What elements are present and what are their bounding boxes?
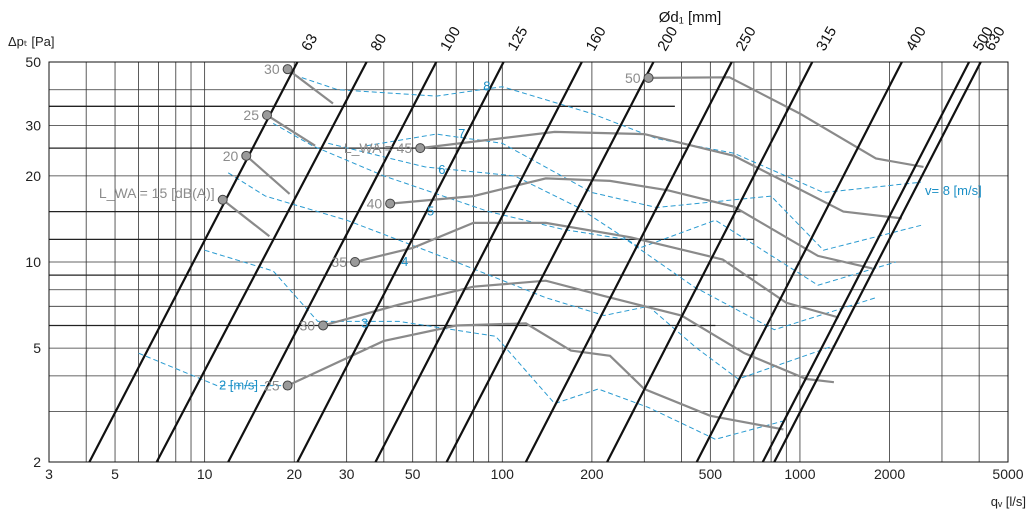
noise-value-label: 30 [264, 61, 280, 77]
noise-curve [354, 221, 839, 319]
noise-marker [282, 64, 293, 75]
noise-curve [390, 177, 873, 270]
diameter-line [445, 61, 655, 463]
diameter-line [155, 61, 368, 463]
noise-value-label: 35 [331, 254, 347, 270]
y-tick-label: 30 [25, 117, 41, 133]
y-tick-label: 2 [33, 454, 41, 470]
diameter-label: 200 [654, 24, 681, 54]
x-tick-label: 30 [339, 466, 355, 482]
noise-marker [262, 110, 273, 121]
velocity-label: 8 [483, 79, 490, 94]
x-tick-label: 2000 [874, 466, 905, 482]
x-tick-label: 200 [580, 466, 604, 482]
noise-curve [286, 68, 334, 105]
diameter-line [88, 61, 299, 463]
diameter-line [296, 61, 505, 463]
diameter-line [374, 61, 583, 463]
x-tick-label: 3 [45, 466, 53, 482]
velocity-unit-label: v= 8 [m/s] [925, 183, 982, 198]
noise-curve [266, 114, 316, 147]
velocity-lines [138, 74, 924, 440]
noise-curve [420, 130, 903, 220]
noise-value-label: 40 [367, 196, 383, 212]
y-axis-label: Δpₜ [Pa] [8, 34, 54, 49]
noise-curve [245, 154, 291, 195]
diameter-label: 250 [732, 24, 759, 54]
noise-curve [222, 198, 271, 238]
noise-curve [648, 76, 924, 168]
noise-marker [385, 198, 396, 209]
x-tick-label: 10 [197, 466, 213, 482]
noise-value-label: 50 [625, 70, 641, 86]
velocity-label: 7 [458, 126, 465, 141]
diameter-label: 63 [298, 31, 321, 54]
velocity-line [227, 172, 835, 380]
y-tick-label: 10 [25, 254, 41, 270]
diameter-line [695, 61, 903, 463]
noise-marker [217, 194, 228, 205]
velocity-line [294, 74, 922, 194]
diameter-line [773, 61, 982, 463]
diameter-line [606, 61, 814, 463]
x-tick-label: 20 [286, 466, 302, 482]
diameter-lines [88, 61, 982, 463]
x-tick-label: 100 [491, 466, 515, 482]
velocity-line [328, 142, 897, 286]
noise-marker [415, 143, 426, 154]
noise-value-label: 30 [300, 317, 316, 333]
noise-value-label: 25 [264, 378, 280, 394]
diameter-label: 100 [437, 24, 464, 54]
velocity-label: 2 [m/s] [219, 378, 258, 393]
y-tick-label: 20 [25, 168, 41, 184]
x-tick-label: 5000 [992, 466, 1023, 482]
noise-curve [287, 322, 784, 431]
labels: 2 [m/s] 3 4 5 6 7 8 v= 8 [m/s] 63 80 100 125 160 200 2… [99, 24, 1009, 394]
velocity-label: 5 [427, 204, 434, 219]
x-axis-label: qᵥ [l/s] [991, 494, 1026, 509]
noise-marker [643, 72, 654, 83]
velocity-line [204, 249, 787, 440]
diameter-label: 125 [504, 24, 531, 54]
diameter-label: 80 [367, 31, 390, 54]
noise-marker [282, 380, 293, 391]
y-tick-label: 5 [33, 340, 41, 356]
diameter-line [761, 61, 971, 463]
x-tick-label: 5 [111, 466, 119, 482]
noise-value-label: 20 [223, 148, 239, 164]
axes: 3 5 10 20 30 50 100 200 500 1000 2000 5000251020305… [8, 9, 1026, 509]
diameter-label: 400 [903, 24, 930, 54]
noise-marker [349, 257, 360, 267]
diameter-label: 160 [583, 24, 610, 54]
x-tick-label: 500 [699, 466, 723, 482]
velocity-label: 4 [401, 254, 408, 269]
velocity-line [138, 352, 288, 387]
noise-value-label: 25 [243, 107, 259, 123]
plot-frame [48, 61, 1009, 463]
y-tick-label: 50 [25, 54, 41, 70]
noise-level-label: L_WA = 45 [344, 140, 413, 156]
diameter-line [227, 61, 438, 463]
noise-marker [241, 150, 252, 161]
noise-level-label: L_WA = 15 [dB(A)] [99, 185, 215, 201]
velocity-label: 6 [438, 162, 445, 177]
grid [48, 61, 1009, 463]
noise-curve [322, 279, 835, 384]
x-tick-label: 50 [405, 466, 421, 482]
chart-title: Ød₁ [mm] [659, 9, 722, 26]
noise-marker [318, 320, 329, 331]
velocity-line [366, 133, 924, 251]
velocity-label: 3 [361, 315, 368, 330]
x-tick-label: 1000 [784, 466, 815, 482]
diameter-label: 315 [813, 24, 840, 54]
diameter-line [524, 61, 733, 463]
